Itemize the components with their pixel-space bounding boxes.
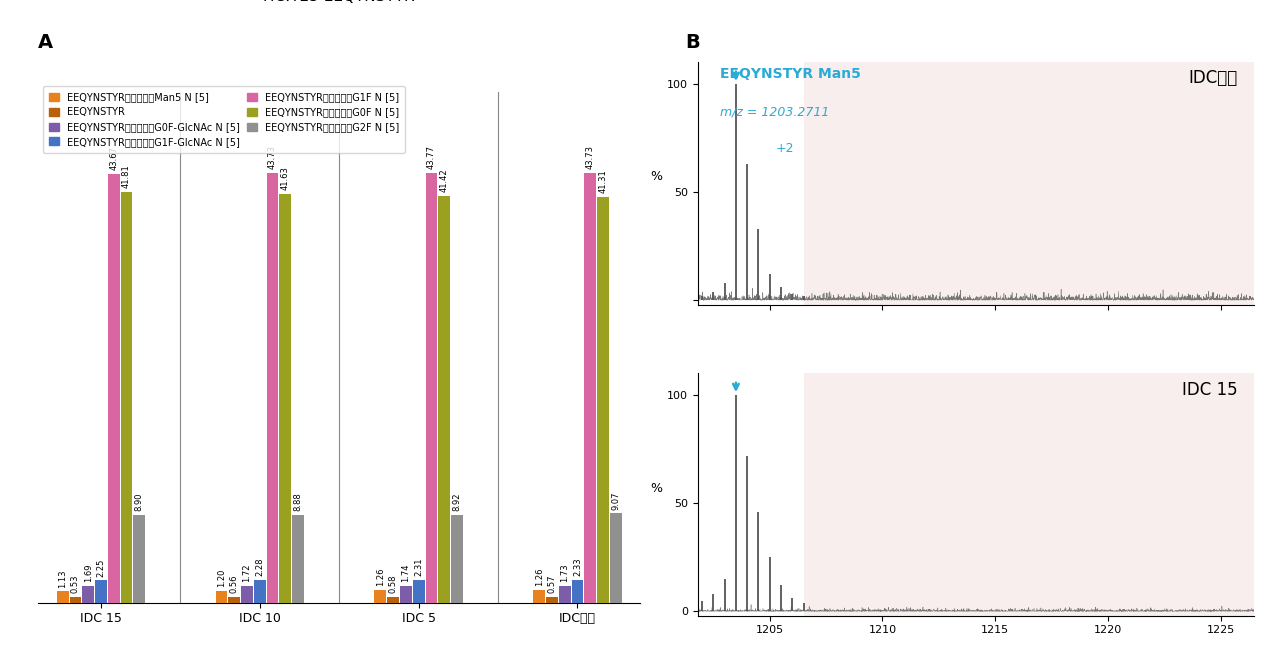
Bar: [95, 580, 106, 603]
Y-axis label: %: %: [650, 481, 662, 495]
Text: 0.57: 0.57: [548, 574, 557, 593]
Text: 43.67: 43.67: [109, 145, 118, 170]
Text: 1.72: 1.72: [242, 563, 251, 582]
Bar: [547, 597, 558, 603]
Title: HC:T25 EEQYNSTYR: HC:T25 EEQYNSTYR: [264, 0, 415, 5]
Text: 0.58: 0.58: [389, 574, 398, 593]
Text: 2.31: 2.31: [415, 557, 424, 576]
Bar: [108, 174, 119, 603]
Bar: [375, 590, 387, 603]
Bar: [804, 62, 1254, 305]
Text: 41.63: 41.63: [280, 166, 289, 190]
Text: 1.20: 1.20: [218, 569, 227, 587]
Text: EEQYNSTYR Man5: EEQYNSTYR Man5: [719, 67, 860, 81]
Text: 1.26: 1.26: [376, 568, 385, 586]
Bar: [425, 172, 438, 603]
Text: +2: +2: [776, 142, 794, 155]
Text: 41.31: 41.31: [599, 169, 608, 193]
Y-axis label: %: %: [650, 170, 662, 183]
Bar: [266, 173, 278, 603]
Text: B: B: [685, 33, 700, 52]
Bar: [120, 192, 132, 603]
Bar: [215, 591, 228, 603]
Bar: [253, 580, 266, 603]
Text: 2.33: 2.33: [573, 557, 582, 576]
Text: IDC关闭: IDC关闭: [1188, 69, 1238, 88]
Bar: [82, 586, 93, 603]
Bar: [241, 586, 253, 603]
Bar: [388, 597, 399, 603]
Text: A: A: [38, 33, 54, 52]
Text: IDC 15: IDC 15: [1181, 381, 1238, 399]
Text: 1.73: 1.73: [561, 563, 570, 582]
Bar: [598, 196, 609, 603]
Text: 41.42: 41.42: [439, 168, 449, 192]
Text: 0.56: 0.56: [229, 574, 239, 593]
Text: 1.69: 1.69: [83, 563, 92, 582]
Bar: [228, 597, 241, 603]
Legend: EEQYNSTYR糖基化修饰Man5 N [5], EEQYNSTYR, EEQYNSTYR糖基化修饰G0F-GlcNAc N [5], EEQYNSTYR糖基: EEQYNSTYR糖基化修饰Man5 N [5], EEQYNSTYR, EEQ…: [44, 86, 404, 153]
Text: 43.73: 43.73: [268, 145, 276, 169]
Text: 43.73: 43.73: [586, 145, 595, 169]
Bar: [279, 194, 291, 603]
Text: 41.81: 41.81: [122, 164, 131, 188]
Bar: [438, 196, 451, 603]
Bar: [69, 597, 81, 603]
Bar: [572, 580, 584, 603]
Bar: [451, 515, 463, 603]
Text: 9.07: 9.07: [612, 491, 621, 510]
Text: 1.74: 1.74: [402, 563, 411, 582]
Bar: [133, 515, 145, 603]
Text: 1.13: 1.13: [58, 569, 67, 588]
Bar: [56, 591, 69, 603]
Bar: [609, 514, 622, 603]
Text: 2.28: 2.28: [255, 558, 264, 576]
Bar: [401, 586, 412, 603]
Text: 1.26: 1.26: [535, 568, 544, 586]
Bar: [412, 580, 425, 603]
Bar: [585, 173, 596, 603]
Bar: [534, 590, 545, 603]
Text: 8.92: 8.92: [452, 493, 461, 511]
Bar: [559, 586, 571, 603]
Text: 2.25: 2.25: [96, 558, 105, 576]
Text: 0.53: 0.53: [70, 575, 79, 593]
Text: m/z = 1203.2711: m/z = 1203.2711: [719, 106, 829, 119]
Text: 8.88: 8.88: [293, 493, 302, 512]
Text: 43.77: 43.77: [428, 145, 436, 168]
Bar: [804, 373, 1254, 616]
Text: 8.90: 8.90: [134, 493, 143, 511]
Bar: [292, 515, 303, 603]
